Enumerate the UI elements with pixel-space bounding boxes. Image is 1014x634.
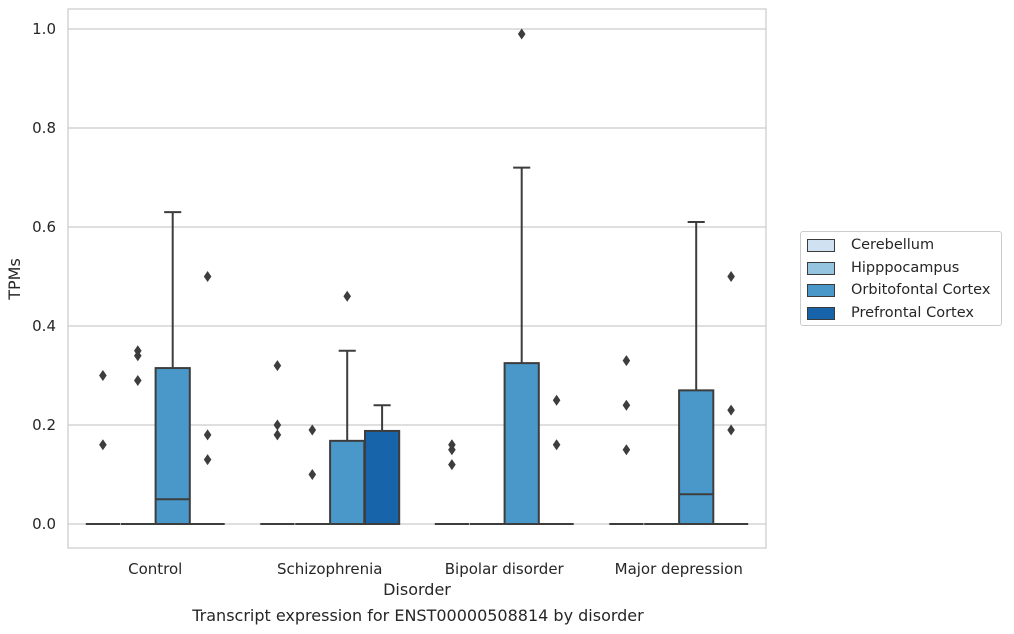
y-tick-label: 1.0 xyxy=(32,20,56,38)
x-tick-label: Major depression xyxy=(615,560,743,578)
box xyxy=(503,362,540,525)
box xyxy=(363,429,401,525)
y-tick-label: 0.2 xyxy=(32,416,56,434)
outlier-point xyxy=(273,429,282,441)
outlier-point xyxy=(134,345,142,357)
chart-caption: Transcript expression for ENST0000050881… xyxy=(192,606,644,625)
outlier-point xyxy=(727,271,735,282)
outlier-point xyxy=(343,290,351,302)
legend-label: Hipppocampus xyxy=(851,260,960,276)
outlier-point xyxy=(99,439,107,451)
x-tick-label: Schizophrenia xyxy=(277,560,382,578)
legend: Cerebellum Hipppocampus Orbitofontal Cor… xyxy=(800,231,1002,326)
box-layer xyxy=(85,28,749,526)
x-tick-label: Bipolar disorder xyxy=(445,560,565,578)
outlier-point xyxy=(622,444,631,456)
y-tick-label: 0.6 xyxy=(32,218,56,236)
outlier-point xyxy=(273,419,282,431)
outlier-point xyxy=(203,271,212,282)
legend-swatch xyxy=(807,238,835,252)
outlier-point xyxy=(203,429,212,441)
legend-swatch xyxy=(807,306,835,320)
outlier-point xyxy=(308,469,317,480)
outlier-point xyxy=(552,394,561,406)
legend-label: Orbitofontal Cortex xyxy=(851,282,991,298)
outlier-point xyxy=(622,355,631,367)
outlier-point xyxy=(134,374,142,386)
outlier-point xyxy=(552,439,561,451)
legend-item-orbitofrontal-cortex: Orbitofontal Cortex xyxy=(807,280,990,300)
y-tick-label: 0.4 xyxy=(32,317,56,335)
legend-label: Cerebellum xyxy=(851,237,935,253)
x-axis-label: Disorder xyxy=(383,580,451,599)
outlier-point xyxy=(517,28,526,40)
y-tick-label: 0.8 xyxy=(32,119,56,137)
box xyxy=(678,389,715,525)
y-axis-label: TPMs xyxy=(5,258,24,301)
plot-frame xyxy=(67,8,767,549)
outlier-point xyxy=(273,360,282,372)
box xyxy=(329,439,366,525)
legend-swatch xyxy=(807,283,835,297)
legend-item-cerebellum: Cerebellum xyxy=(807,235,934,255)
y-tick-label: 0.0 xyxy=(32,515,56,533)
axis-layer: 0.0 0.2 0.4 0.6 0.8 1.0 Control Schizophrenia Bi… xyxy=(32,20,743,578)
outlier-point xyxy=(203,454,212,466)
outlier-point xyxy=(448,459,456,471)
outlier-point xyxy=(99,370,107,381)
outlier-point xyxy=(727,404,735,416)
legend-label: Prefrontal Cortex xyxy=(851,305,974,321)
legend-swatch xyxy=(807,261,835,275)
outlier-point xyxy=(727,424,735,436)
outlier-point xyxy=(308,424,317,436)
outlier-point xyxy=(448,439,456,451)
x-tick-label: Control xyxy=(128,560,182,578)
legend-item-prefrontal-cortex: Prefrontal Cortex xyxy=(807,303,974,323)
box xyxy=(154,367,191,526)
legend-item-hippocampus: Hipppocampus xyxy=(807,258,959,278)
outlier-point xyxy=(622,399,631,411)
